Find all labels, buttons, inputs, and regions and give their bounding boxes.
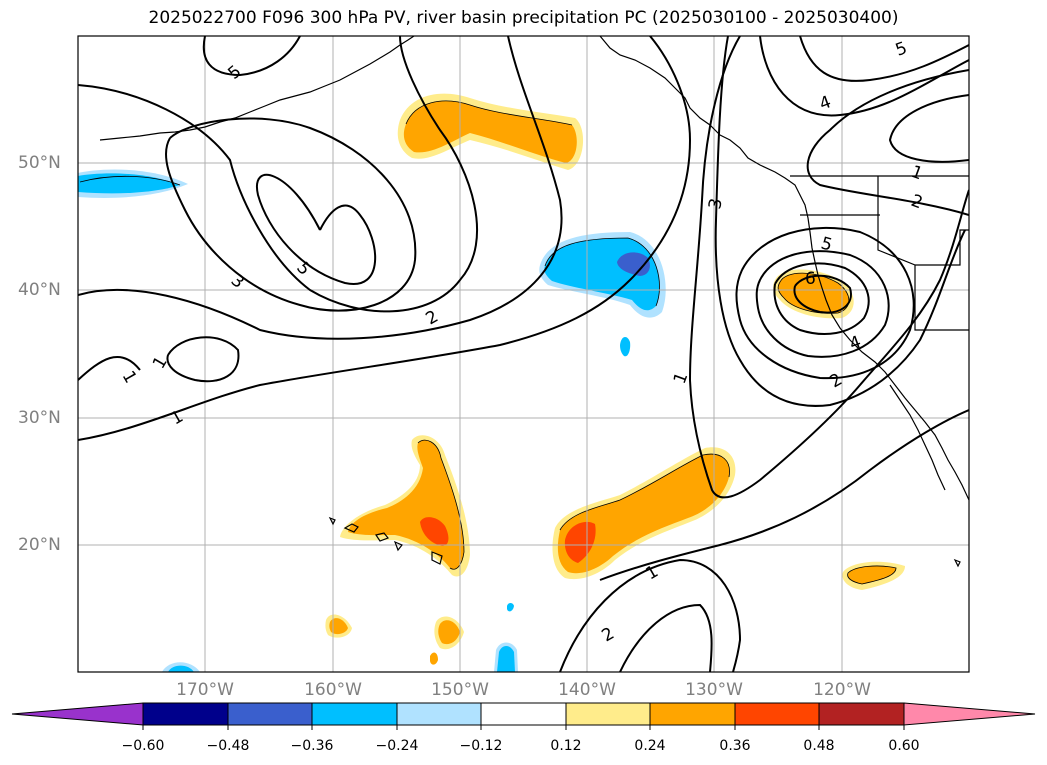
contour-label: 3 — [705, 197, 727, 211]
colorbar-tick-label: −0.48 — [206, 738, 250, 754]
pv-contour-3-east — [735, 226, 915, 380]
latitude-label: 30°N — [18, 408, 61, 428]
colorbar-tick-label: 0.24 — [634, 738, 666, 754]
pv-contour-north-east-loop — [888, 94, 969, 163]
map-frame — [77, 35, 970, 673]
pv-contour-1-loop — [166, 336, 240, 383]
pv-contour-2-southeast — [559, 558, 742, 672]
pv-contour-north-east-3 — [806, 69, 969, 216]
latitude-label: 50°N — [18, 153, 61, 173]
colorbar — [11, 702, 1036, 730]
precip-neg-small-3 — [507, 603, 514, 612]
colorbar-swatch — [311, 702, 398, 726]
pv-contour-1-south — [599, 409, 969, 581]
pv-contour-north-east — [759, 36, 969, 117]
colorbar-tick-label: −0.12 — [459, 738, 503, 754]
pv-contour-4-east — [755, 250, 890, 358]
colorbar-swatch — [396, 702, 482, 726]
colorbar-swatch — [818, 702, 905, 726]
colorbar-tick-label: 0.60 — [888, 738, 920, 754]
longitude-label: 150°W — [431, 680, 489, 700]
coast-island-north — [328, 516, 336, 526]
precip-neg-central-core — [617, 252, 650, 276]
longitude-label: 140°W — [558, 680, 616, 700]
coast-baja — [889, 384, 946, 491]
longitude-label: 120°W — [813, 680, 871, 700]
precip-pos-hawaii-core — [420, 517, 449, 546]
precip-pos-subtrop-inner — [557, 454, 730, 574]
longitude-label: 130°W — [685, 680, 743, 700]
precip-pos-california-inner — [778, 273, 849, 314]
pv-contour-4-west — [165, 117, 417, 312]
border-states-3 — [915, 229, 969, 266]
colorbar-extend-high — [903, 702, 1036, 726]
pv-contours — [78, 36, 969, 672]
precip-neg-bottom-inner — [168, 665, 194, 672]
contour-label: 5 — [819, 234, 835, 256]
precip-pos-small-2-inner — [329, 618, 348, 635]
pv-contour-1-central — [688, 36, 969, 499]
colorbar-tick-label: −0.24 — [375, 738, 419, 754]
map-panel — [78, 36, 969, 672]
coast-hawaii-2 — [375, 532, 389, 542]
longitude-label: 160°W — [304, 680, 362, 700]
colorbar-swatch — [734, 702, 820, 726]
pv-contour-2-west — [78, 36, 563, 340]
colorbar-tick-label: −0.60 — [121, 738, 165, 754]
pv-contour-1-southeast — [619, 603, 713, 672]
coast-hawaii-3 — [393, 540, 403, 552]
graticule — [78, 36, 969, 672]
colorbar-swatch — [227, 702, 313, 726]
pv-contour-3-west — [78, 36, 479, 313]
precip-neg-small-1 — [620, 336, 631, 357]
precip-pos-subtrop-core — [564, 521, 596, 563]
figure-title: 2025022700 F096 300 hPa PV, river basin … — [148, 8, 899, 28]
pv-contour-north-east-2 — [799, 36, 969, 82]
colorbar-swatch — [565, 702, 651, 726]
contour-label: 6 — [805, 269, 816, 289]
precip-pos-gulf-alaska-inner — [403, 100, 577, 163]
pv-contour-2-east — [714, 36, 966, 407]
pv-contour-5-west — [255, 173, 377, 286]
precipitation-shading — [78, 93, 905, 672]
precip-pos-east-small-inner — [847, 565, 896, 584]
colorbar-tick-label: 0.12 — [550, 738, 582, 754]
colorbar-tick-label: 0.36 — [719, 738, 751, 754]
colorbar-swatch — [649, 702, 736, 726]
pv-contour-1-west — [78, 36, 692, 441]
colorbar-tick-label: −0.36 — [290, 738, 334, 754]
precip-pos-small-3-inner — [438, 620, 460, 645]
pv-contour-5-east — [773, 262, 870, 335]
coast-aleutians — [99, 36, 415, 141]
coast-island-east — [953, 558, 961, 568]
coast-hawaii-4 — [431, 551, 443, 565]
precip-pos-small-4 — [430, 652, 438, 665]
pv-contour-1-southwest — [78, 355, 141, 381]
longitude-label: 170°W — [176, 680, 234, 700]
latitude-label: 40°N — [18, 280, 61, 300]
coastlines — [99, 36, 969, 568]
colorbar-swatch — [480, 702, 567, 726]
colorbar-extend-low — [11, 702, 144, 726]
coast-hawaii-1 — [343, 523, 359, 533]
precipitation-outlines — [79, 100, 897, 585]
colorbar-swatch — [142, 702, 229, 726]
colorbar-tick-label: 0.48 — [803, 738, 835, 754]
precip-neg-small-2-inner — [497, 646, 515, 672]
coast-alaska-south — [599, 36, 969, 501]
latitude-label: 20°N — [18, 535, 61, 555]
pv-contour-3-north — [202, 36, 301, 77]
